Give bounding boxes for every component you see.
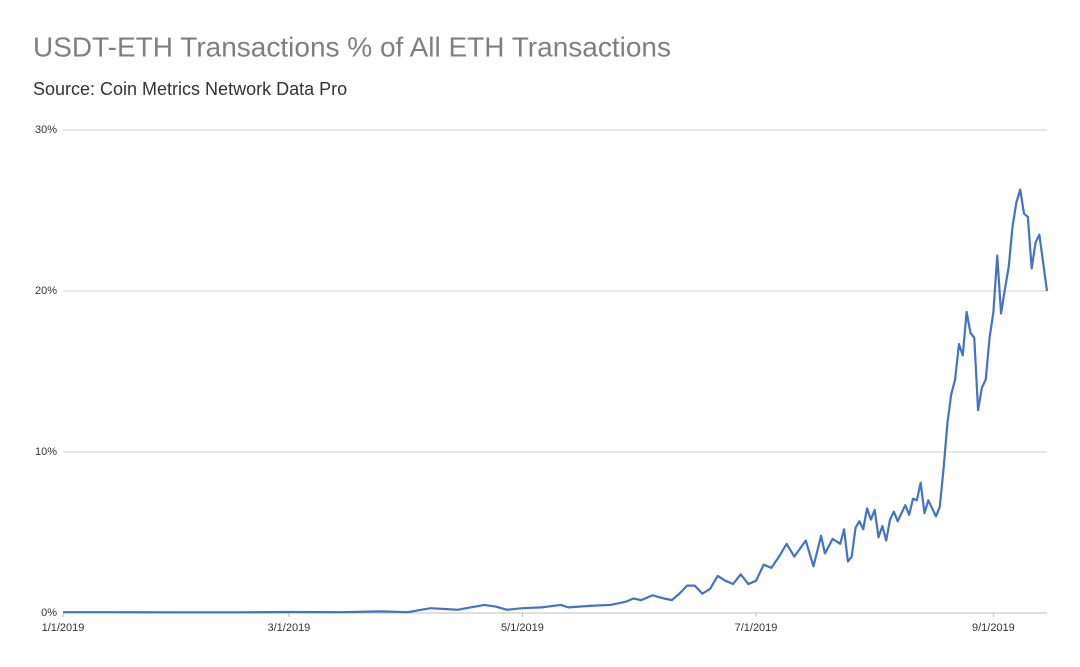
x-tick-label: 5/1/2019 [501, 622, 544, 634]
chart-subtitle: Source: Coin Metrics Network Data Pro [33, 79, 347, 99]
y-tick-label: 20% [35, 285, 57, 297]
x-tick-label: 3/1/2019 [267, 622, 310, 634]
chart-title: USDT-ETH Transactions % of All ETH Trans… [33, 31, 671, 62]
data-line [63, 188, 1049, 614]
y-tick-label: 10% [35, 446, 57, 458]
x-tick-label: 7/1/2019 [735, 622, 778, 634]
x-tick-label: 9/1/2019 [972, 622, 1015, 634]
y-tick-label: 30% [35, 124, 57, 136]
x-tick-label: 1/1/2019 [42, 622, 85, 634]
y-tick-label: 0% [41, 607, 57, 619]
